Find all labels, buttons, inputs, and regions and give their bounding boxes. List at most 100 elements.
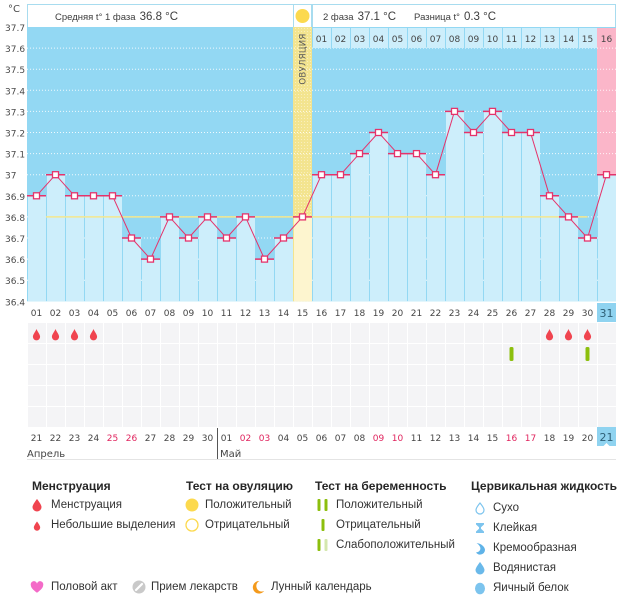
event-cell[interactable] [522,386,540,406]
event-cell[interactable] [598,407,616,427]
event-cell[interactable] [541,365,559,385]
event-cell[interactable] [389,386,407,406]
date-label[interactable]: 01 [221,434,232,444]
event-cell[interactable] [560,344,578,364]
event-cell[interactable] [47,344,65,364]
event-cell[interactable] [294,407,312,427]
event-cell[interactable] [465,386,483,406]
event-cell[interactable] [370,365,388,385]
temp-point[interactable] [374,128,383,137]
date-label[interactable]: 07 [335,434,346,444]
event-cell[interactable] [389,323,407,343]
event-cell[interactable] [256,344,274,364]
event-cell[interactable] [446,323,464,343]
event-cell[interactable] [256,407,274,427]
event-cell[interactable] [275,407,293,427]
temp-point[interactable] [469,128,478,137]
temp-point[interactable] [488,107,497,116]
event-cell[interactable] [560,386,578,406]
date-label[interactable]: 16 [506,434,518,444]
event-cell[interactable] [275,344,293,364]
event-cell[interactable] [180,365,198,385]
date-label[interactable]: 21 [600,431,614,444]
temp-point[interactable] [127,234,136,242]
date-label[interactable]: 03 [259,434,270,444]
temp-point[interactable] [108,192,117,200]
event-cell[interactable] [579,365,597,385]
event-cell[interactable] [256,386,274,406]
event-cell[interactable] [351,365,369,385]
date-label[interactable]: 23 [69,434,80,444]
event-cell[interactable] [85,344,103,364]
event-cell[interactable] [142,344,160,364]
date-label[interactable]: 06 [316,434,328,444]
event-cell[interactable] [237,386,255,406]
event-cell[interactable] [104,365,122,385]
date-label[interactable]: 11 [411,434,422,444]
event-cell[interactable] [123,365,141,385]
event-cell[interactable] [180,323,198,343]
temp-point[interactable] [51,171,60,179]
event-cell[interactable] [541,407,559,427]
event-cell[interactable] [28,407,46,427]
event-cell[interactable] [579,386,597,406]
event-cell[interactable] [332,407,350,427]
event-cell[interactable] [522,365,540,385]
event-cell[interactable] [389,407,407,427]
event-cell[interactable] [503,407,521,427]
event-cell[interactable] [598,344,616,364]
event-cell[interactable] [142,365,160,385]
event-cell[interactable] [142,386,160,406]
temp-point[interactable] [32,192,41,200]
event-cell[interactable] [446,386,464,406]
event-cell[interactable] [104,407,122,427]
event-cell[interactable] [218,323,236,343]
temp-point[interactable] [393,149,402,158]
event-cell[interactable] [484,344,502,364]
event-cell[interactable] [180,407,198,427]
date-label[interactable]: 14 [468,434,480,444]
event-cell[interactable] [294,323,312,343]
event-cell[interactable] [47,386,65,406]
event-cell[interactable] [465,365,483,385]
event-cell[interactable] [370,323,388,343]
event-cell[interactable] [47,365,65,385]
event-cell[interactable] [85,386,103,406]
event-cell[interactable] [427,344,445,364]
event-cell[interactable] [199,365,217,385]
event-cell[interactable] [218,365,236,385]
event-cell[interactable] [199,344,217,364]
event-cell[interactable] [85,407,103,427]
event-cell[interactable] [408,407,426,427]
date-label[interactable]: 20 [582,434,594,444]
event-cell[interactable] [142,407,160,427]
event-cell[interactable] [313,323,331,343]
menstruation-drop-icon[interactable] [70,329,79,341]
event-cell[interactable] [484,365,502,385]
event-cell[interactable] [275,365,293,385]
temp-point[interactable] [545,192,554,200]
event-cell[interactable] [351,344,369,364]
temp-point[interactable] [431,171,440,179]
temp-point[interactable] [70,192,79,200]
date-label[interactable]: 21 [31,434,42,444]
event-cell[interactable] [465,323,483,343]
event-cell[interactable] [522,323,540,343]
event-cell[interactable] [446,365,464,385]
event-cell[interactable] [161,323,179,343]
date-label[interactable]: 15 [487,434,498,444]
temp-point[interactable] [602,171,611,179]
pregnancy-test-negative-icon[interactable] [585,347,590,361]
date-label[interactable]: 08 [354,434,366,444]
event-cell[interactable] [370,386,388,406]
event-cell[interactable] [503,386,521,406]
event-cell[interactable] [104,323,122,343]
legend-lunar-calendar[interactable]: Лунный календарь [251,579,372,595]
event-cell[interactable] [332,365,350,385]
date-label[interactable]: 22 [50,434,61,444]
event-cell[interactable] [484,323,502,343]
event-cell[interactable] [560,365,578,385]
event-cell[interactable] [28,386,46,406]
event-cell[interactable] [503,365,521,385]
temp-point[interactable] [241,213,250,221]
